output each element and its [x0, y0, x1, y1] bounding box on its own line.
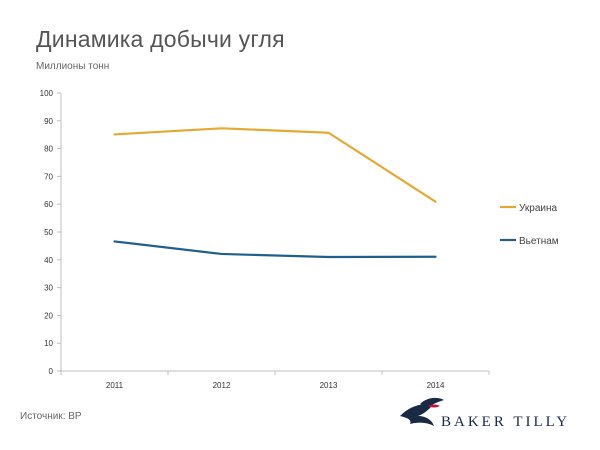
x-tick-label: 2013: [320, 381, 338, 390]
x-tick-label: 2011: [106, 381, 124, 390]
y-tick-label: 60: [44, 200, 53, 209]
y-tick-label: 50: [44, 228, 53, 237]
y-tick-label: 30: [44, 284, 53, 293]
series-line-1: [113, 240, 437, 259]
page-title: Динамика добычи угля: [36, 26, 285, 52]
y-tick-label: 0: [49, 367, 54, 376]
x-tick-label: 2012: [213, 381, 231, 390]
logo-wordmark: BAKER TILLY: [441, 414, 571, 430]
y-tick-label: 20: [44, 311, 53, 320]
legend-label: Вьетнам: [519, 236, 559, 247]
chart-unit-label: Миллионы тонн: [36, 61, 110, 72]
y-tick-label: 90: [44, 117, 53, 126]
y-tick-label: 80: [44, 145, 53, 154]
y-tick-label: 10: [44, 339, 53, 348]
y-tick-label: 40: [44, 256, 53, 265]
x-tick-label: 2014: [427, 381, 445, 390]
source-note: Источник: BP: [20, 411, 82, 422]
legend-label: Украина: [519, 203, 558, 214]
y-tick-label: 70: [44, 172, 53, 181]
series-line-0: [113, 127, 437, 203]
baker-tilly-logo-icon: [400, 397, 444, 426]
y-tick-label: 100: [40, 89, 54, 98]
